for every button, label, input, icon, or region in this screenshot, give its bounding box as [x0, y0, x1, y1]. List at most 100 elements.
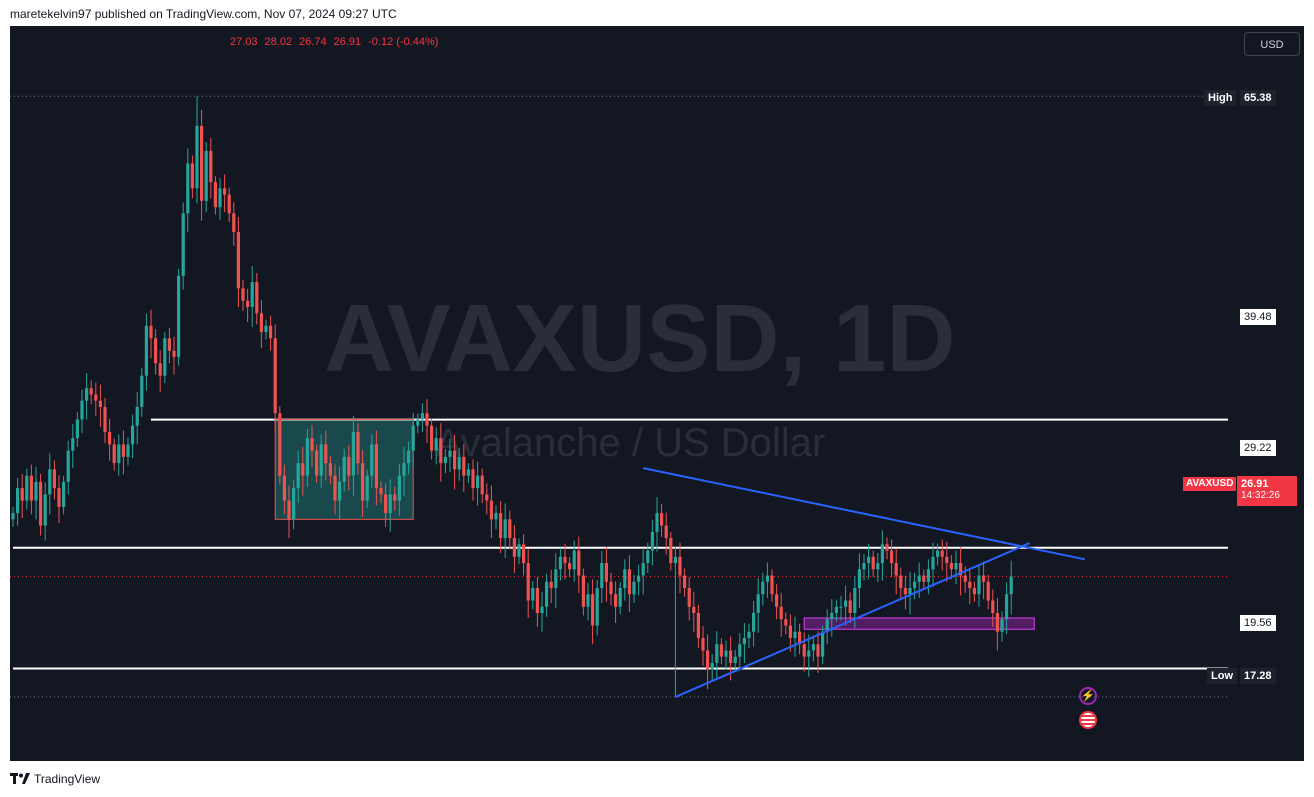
- candles: [11, 96, 1013, 697]
- price-chart[interactable]: AVAXUSD, 1D Avalanche / US Dollar: [10, 26, 1304, 761]
- candle-body: [936, 550, 940, 557]
- candle-body: [940, 550, 944, 557]
- tradingview-logo-icon: [10, 773, 30, 784]
- candle-body: [572, 550, 576, 570]
- candle-body: [949, 563, 953, 570]
- candle-body: [913, 581, 917, 589]
- candle-body: [11, 513, 15, 520]
- candle-body: [650, 531, 654, 551]
- candle-body: [742, 637, 746, 645]
- candle-body: [98, 400, 102, 407]
- support-zone: [803, 617, 1035, 630]
- candle-body: [315, 450, 319, 476]
- candle-body: [581, 575, 585, 607]
- candle-body: [954, 563, 958, 570]
- candle-body: [503, 519, 507, 539]
- trendline-0: [642, 467, 1086, 561]
- candle-body: [158, 363, 162, 376]
- candle-body: [305, 438, 309, 476]
- candle-body: [374, 444, 378, 489]
- candle-body: [982, 575, 986, 582]
- candle-body: [282, 475, 286, 501]
- candle-body: [531, 588, 535, 601]
- candle-body: [140, 375, 144, 407]
- candle-body: [94, 394, 98, 401]
- candle-body: [186, 163, 190, 214]
- candle-body: [710, 662, 714, 670]
- candle-body: [338, 481, 342, 501]
- us-flag-event-icon[interactable]: [1079, 711, 1097, 729]
- candle-body: [71, 438, 75, 451]
- candle-body: [673, 556, 677, 564]
- candle-body: [839, 606, 843, 608]
- candle-body: [25, 475, 29, 501]
- candle-body: [333, 475, 337, 501]
- footer-brand: TradingView: [34, 772, 101, 786]
- candle-body: [535, 588, 539, 614]
- candle-body: [57, 488, 61, 507]
- candle-body: [618, 588, 622, 607]
- candle-body: [563, 556, 567, 564]
- candle-body: [259, 313, 263, 332]
- candle-body: [545, 581, 549, 607]
- chart-area[interactable]: AVAXUSD, 1D Avalanche / US Dollar 27.03 2…: [10, 26, 1304, 761]
- candle-body: [908, 588, 912, 595]
- candle-body: [430, 425, 434, 451]
- trendlines: [642, 467, 1086, 698]
- candle-body: [512, 538, 516, 557]
- currency-button[interactable]: USD: [1244, 32, 1300, 56]
- candle-body: [388, 494, 392, 514]
- candle-body: [135, 406, 139, 426]
- candle-body: [692, 606, 696, 614]
- trendline-1: [675, 542, 1030, 698]
- ohlc-open: 27.03: [230, 36, 258, 48]
- candle-body: [34, 481, 38, 501]
- publish-info: maretekelvin97 published on TradingView.…: [10, 7, 397, 21]
- candle-body: [379, 488, 383, 495]
- candle-body: [384, 494, 388, 514]
- candle-body: [167, 338, 171, 351]
- candle-body: [880, 544, 884, 564]
- lightning-event-icon[interactable]: ⚡: [1079, 687, 1097, 705]
- candle-body: [738, 644, 742, 657]
- candle-body: [816, 644, 820, 657]
- candle-body: [397, 475, 401, 501]
- candle-body: [972, 588, 976, 595]
- candle-body: [775, 594, 779, 607]
- candle-body: [448, 450, 452, 457]
- candle-body: [522, 544, 526, 564]
- candle-body: [103, 406, 107, 432]
- candle-body: [177, 275, 181, 357]
- candle-body: [687, 588, 691, 607]
- candle-body: [154, 338, 158, 364]
- candle-body: [402, 463, 406, 476]
- candle-body: [857, 569, 861, 589]
- candle-body: [443, 456, 447, 464]
- candle-body: [434, 438, 438, 451]
- candle-body: [181, 213, 185, 276]
- candle-body: [163, 338, 167, 376]
- candle-body: [462, 456, 466, 476]
- candle-body: [117, 444, 121, 464]
- candle-body: [200, 125, 204, 201]
- candle-body: [549, 581, 553, 589]
- candle-body: [609, 581, 613, 595]
- candle-body: [347, 456, 351, 476]
- candle-body: [963, 575, 967, 582]
- candle-body: [476, 475, 480, 489]
- candle-body: [20, 488, 24, 501]
- candle-body: [236, 232, 240, 289]
- candle-body: [719, 644, 723, 657]
- candle-body: [876, 563, 880, 570]
- candle-body: [802, 644, 806, 657]
- candle-body: [273, 338, 277, 414]
- candle-body: [752, 613, 756, 632]
- watermark-symbol: AVAXUSD, 1D: [324, 285, 955, 392]
- candle-body: [287, 500, 291, 520]
- candle-body: [494, 513, 498, 520]
- candle-body: [986, 581, 990, 601]
- candle-body: [190, 163, 194, 189]
- candle-body: [765, 575, 769, 582]
- candle-body: [255, 282, 259, 314]
- candle-body: [126, 444, 130, 457]
